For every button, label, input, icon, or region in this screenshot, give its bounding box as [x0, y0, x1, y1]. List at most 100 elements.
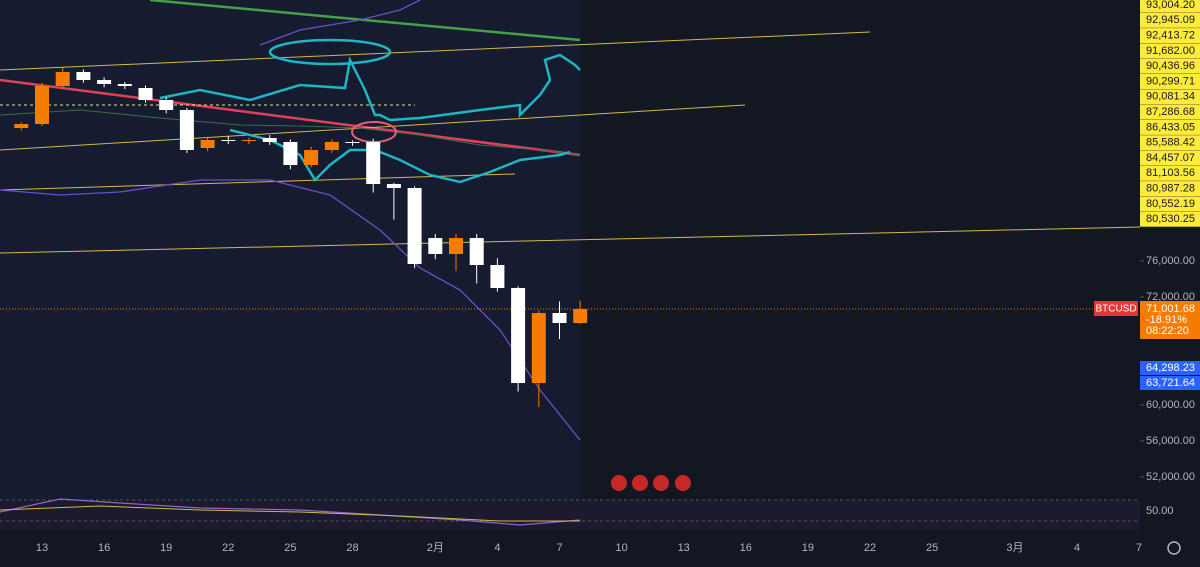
trace-loop: [351, 121, 397, 143]
overlays: [0, 0, 1141, 526]
candle-body: [386, 183, 401, 188]
x-tick-label: 19: [160, 542, 172, 554]
trend-line: [0, 104, 746, 151]
trace-line: [159, 53, 581, 122]
settings-icon[interactable]: [1167, 541, 1181, 555]
candle-body: [242, 140, 256, 142]
trend-line: [0, 173, 516, 191]
price-label-box: [1140, 211, 1200, 227]
event-icon[interactable]: [632, 475, 648, 491]
price-label-box: [1140, 74, 1200, 89]
event-icon[interactable]: [611, 475, 627, 491]
x-tick-label: 13: [678, 542, 690, 554]
candle-body: [428, 237, 443, 254]
x-tick-label: 22: [222, 542, 234, 554]
x-tick-label: 16: [740, 542, 752, 554]
bollinger-lower: [0, 179, 581, 441]
price-label-box: [1140, 196, 1200, 212]
x-tick-label: 28: [346, 542, 358, 554]
x-tick-label: 13: [36, 542, 48, 554]
y-tick-label: 76,000.00: [1146, 255, 1195, 267]
price-label: 85,588.42: [1146, 137, 1195, 149]
x-tick-label: 4: [1074, 542, 1080, 554]
blue-label: 64,298.23: [1146, 362, 1195, 374]
y-tick-label: 72,000.00: [1146, 291, 1195, 303]
candle-body: [14, 124, 29, 128]
price-label: 92,945.09: [1146, 14, 1195, 26]
x-tick-label: 16: [98, 542, 110, 554]
candle-body: [490, 264, 505, 288]
y-tick-label: 52,000.00: [1146, 471, 1195, 483]
indicator-pane: [0, 500, 1140, 530]
x-tick-label: 10: [615, 542, 627, 554]
ma-line: [0, 78, 581, 157]
event-icon[interactable]: [653, 475, 669, 491]
x-tick-label: 7: [556, 542, 562, 554]
symbol-box: [1094, 301, 1138, 316]
price-label-box: [1140, 43, 1200, 59]
candle-body: [407, 187, 422, 264]
candle-body: [304, 150, 319, 165]
price-label: 84,457.07: [1146, 152, 1195, 164]
trace-line: [229, 128, 571, 184]
price-label-box: [1140, 135, 1200, 151]
price-label-box: [1140, 89, 1200, 105]
x-tick-label: 19: [802, 542, 814, 554]
price-label-box: [1140, 104, 1200, 120]
ma-line: [149, 0, 581, 42]
price-label-box: [1140, 150, 1200, 166]
candle-body: [511, 287, 526, 384]
x-tick-label: 2月: [427, 542, 444, 554]
blue-label: 63,721.64: [1146, 377, 1195, 389]
candle-body: [283, 142, 298, 165]
price-label: 81,103.56: [1146, 167, 1195, 179]
candle-body: [552, 312, 567, 323]
trace-loop: [268, 38, 392, 66]
candle-body: [97, 80, 112, 84]
event-icons: [611, 475, 691, 491]
blue-box: [1140, 376, 1200, 390]
price-label: 93,004.20: [1146, 0, 1195, 11]
price-label: 80,530.25: [1146, 213, 1195, 225]
x-tick-label: 25: [284, 542, 296, 554]
indicator-line: [0, 498, 581, 526]
candle-body: [345, 142, 360, 144]
price-label: 92,413.72: [1146, 30, 1195, 42]
price-label: 86,433.05: [1146, 121, 1195, 133]
candle-body: [35, 86, 49, 125]
indicator-line: [0, 505, 580, 522]
candle-body: [262, 137, 277, 143]
candle-body: [117, 83, 132, 87]
price-label-box: [1140, 181, 1200, 197]
y-tick-label: 56,000.00: [1146, 435, 1195, 447]
symbol-label: BTCUSD: [1095, 304, 1136, 315]
trend-line: [0, 31, 871, 71]
candle-body: [159, 99, 174, 110]
x-tick-label: 7: [1136, 542, 1142, 554]
price-label: 90,081.34: [1146, 91, 1195, 103]
blue-box: [1140, 361, 1200, 375]
candle-body: [221, 140, 236, 142]
candle-body: [324, 142, 339, 151]
x-tick-label: 4: [494, 542, 500, 554]
candle-body: [469, 237, 484, 265]
price-label-box: [1140, 165, 1200, 181]
x-tick-label: 22: [864, 542, 876, 554]
candle-body: [76, 71, 91, 81]
countdown: 08:22:20: [1146, 325, 1189, 337]
last-price: 71,001.68: [1146, 303, 1195, 315]
change: -18.91%: [1146, 314, 1187, 326]
candle-body: [531, 312, 546, 384]
candle-body: [200, 140, 215, 148]
bollinger-mid: [0, 109, 581, 156]
price-label: 90,299.71: [1146, 75, 1195, 87]
candle-body: [573, 308, 588, 323]
price-label-box: [1140, 58, 1200, 74]
price-label: 90,436.96: [1146, 60, 1195, 72]
event-icon[interactable]: [675, 475, 691, 491]
x-tick-label: 3月: [1006, 542, 1023, 554]
price-label: 80,987.28: [1146, 183, 1195, 195]
price-label-box: [1140, 119, 1200, 135]
price-label: 87,286.68: [1146, 106, 1195, 118]
